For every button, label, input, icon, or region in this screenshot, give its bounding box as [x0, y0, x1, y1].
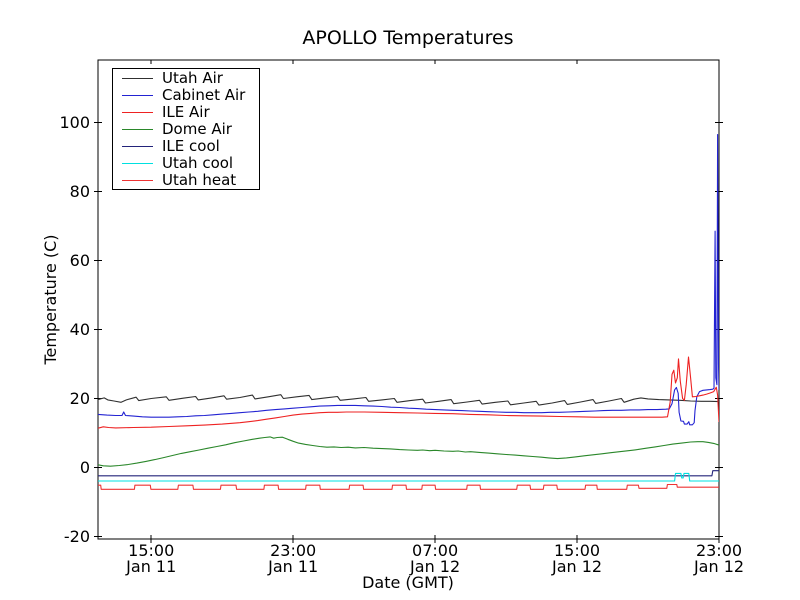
legend-row: ILE cool	[113, 138, 259, 155]
legend-label: Utah cool	[162, 153, 234, 172]
legend-label: Utah heat	[162, 170, 237, 189]
legend-label: Dome Air	[162, 119, 232, 138]
legend-row: Utah heat	[113, 172, 259, 189]
legend-row: Dome Air	[113, 121, 259, 138]
legend-label: ILE cool	[162, 136, 220, 155]
legend-row: ILE Air	[113, 104, 259, 121]
series-line-cabinet-air	[98, 133, 719, 426]
chart-title: APOLLO Temperatures	[302, 27, 513, 49]
legend-line-sample	[122, 111, 153, 113]
legend-line-sample	[122, 77, 153, 79]
y-tick-label: -20	[64, 527, 90, 546]
series-line-dome-air	[98, 436, 719, 467]
x-tick-label-time: 23:00	[270, 541, 316, 560]
legend-row: Utah Air	[113, 70, 259, 87]
legend-line-sample	[122, 162, 153, 164]
y-tick-label: 60	[70, 251, 90, 270]
legend-label: ILE Air	[162, 102, 210, 121]
x-tick-label-date: Jan 12	[693, 557, 744, 576]
x-tick-label-time: 23:00	[696, 541, 742, 560]
y-tick-label: 40	[70, 320, 90, 339]
legend-row: Utah cool	[113, 155, 259, 172]
legend: Utah Air Cabinet Air ILE Air Dome Air ILE co…	[112, 68, 260, 190]
x-tick-label-time: 15:00	[554, 541, 600, 560]
y-tick-label: 0	[80, 458, 90, 477]
y-tick-label: 80	[70, 182, 90, 201]
series-line-utah-air	[98, 394, 719, 406]
x-tick-label-date: Jan 11	[125, 557, 176, 576]
x-axis-label: Date (GMT)	[362, 573, 454, 592]
series-line-utah-heat	[98, 483, 719, 490]
y-axis-label: Temperature (C)	[41, 234, 60, 365]
x-tick-label-time: 07:00	[412, 541, 458, 560]
legend-line-sample	[122, 145, 153, 147]
x-tick-label-date: Jan 11	[267, 557, 318, 576]
y-tick-label: 20	[70, 389, 90, 408]
series-line-utah-cool	[98, 472, 719, 482]
x-tick-label-time: 15:00	[128, 541, 174, 560]
y-tick-label: 100	[59, 113, 90, 132]
legend-line-sample	[122, 179, 153, 181]
x-tick-label-date: Jan 12	[409, 557, 460, 576]
x-tick-label-date: Jan 12	[551, 557, 602, 576]
series-line-ile-air	[98, 356, 719, 429]
legend-line-sample	[122, 128, 153, 130]
series-line-ile-cool	[98, 470, 719, 477]
legend-row: Cabinet Air	[113, 87, 259, 104]
legend-label: Cabinet Air	[162, 85, 246, 104]
legend-label: Utah Air	[162, 68, 223, 87]
legend-line-sample	[122, 94, 153, 96]
